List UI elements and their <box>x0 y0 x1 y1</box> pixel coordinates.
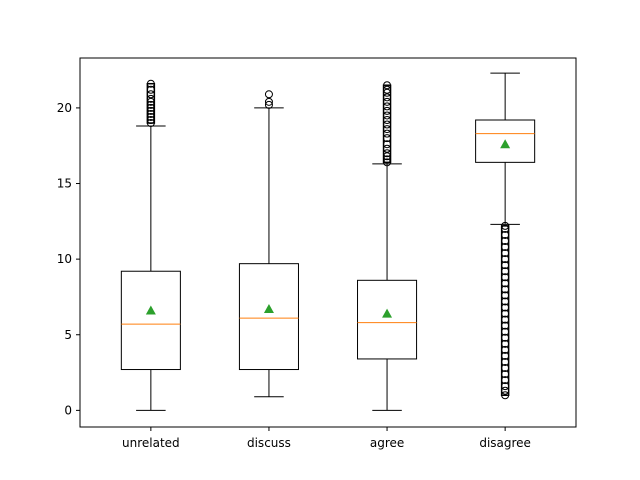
mean-marker-unrelated <box>145 305 156 315</box>
x-tick-label-unrelated: unrelated <box>122 436 180 450</box>
outlier-band-agree <box>382 84 392 164</box>
y-tick-label: 0 <box>64 403 72 417</box>
outlier-band-disagree <box>500 225 510 396</box>
axes-frame <box>79 57 577 428</box>
outlier-point-discuss <box>264 97 273 106</box>
mean-marker-discuss <box>263 304 274 314</box>
box-disagree <box>475 119 536 163</box>
y-tick-label: 10 <box>57 252 72 266</box>
box-group-discuss <box>238 90 299 398</box>
y-tick-label: 5 <box>64 328 72 342</box>
y-tick-label: 20 <box>57 101 72 115</box>
box-unrelated <box>120 270 181 371</box>
box-group-agree <box>357 81 418 411</box>
plot-marks <box>120 72 536 411</box>
outlier-band-unrelated <box>146 82 156 124</box>
box-agree <box>357 279 418 360</box>
mean-marker-agree <box>382 308 393 318</box>
y-tick-label: 15 <box>57 177 72 191</box>
x-tick-label-agree: agree <box>370 436 404 450</box>
axes: 0 5 10 15 20 unrelated discuss agree disagree <box>57 57 577 450</box>
x-tick-label-discuss: discuss <box>247 436 291 450</box>
box-discuss <box>238 263 299 371</box>
outlier-point-discuss <box>264 90 273 99</box>
box-group-disagree <box>475 72 536 400</box>
box-group-unrelated <box>120 79 181 411</box>
mean-marker-disagree <box>500 139 511 149</box>
outlier-point-discuss <box>264 100 273 109</box>
x-tick-label-disagree: disagree <box>479 436 531 450</box>
